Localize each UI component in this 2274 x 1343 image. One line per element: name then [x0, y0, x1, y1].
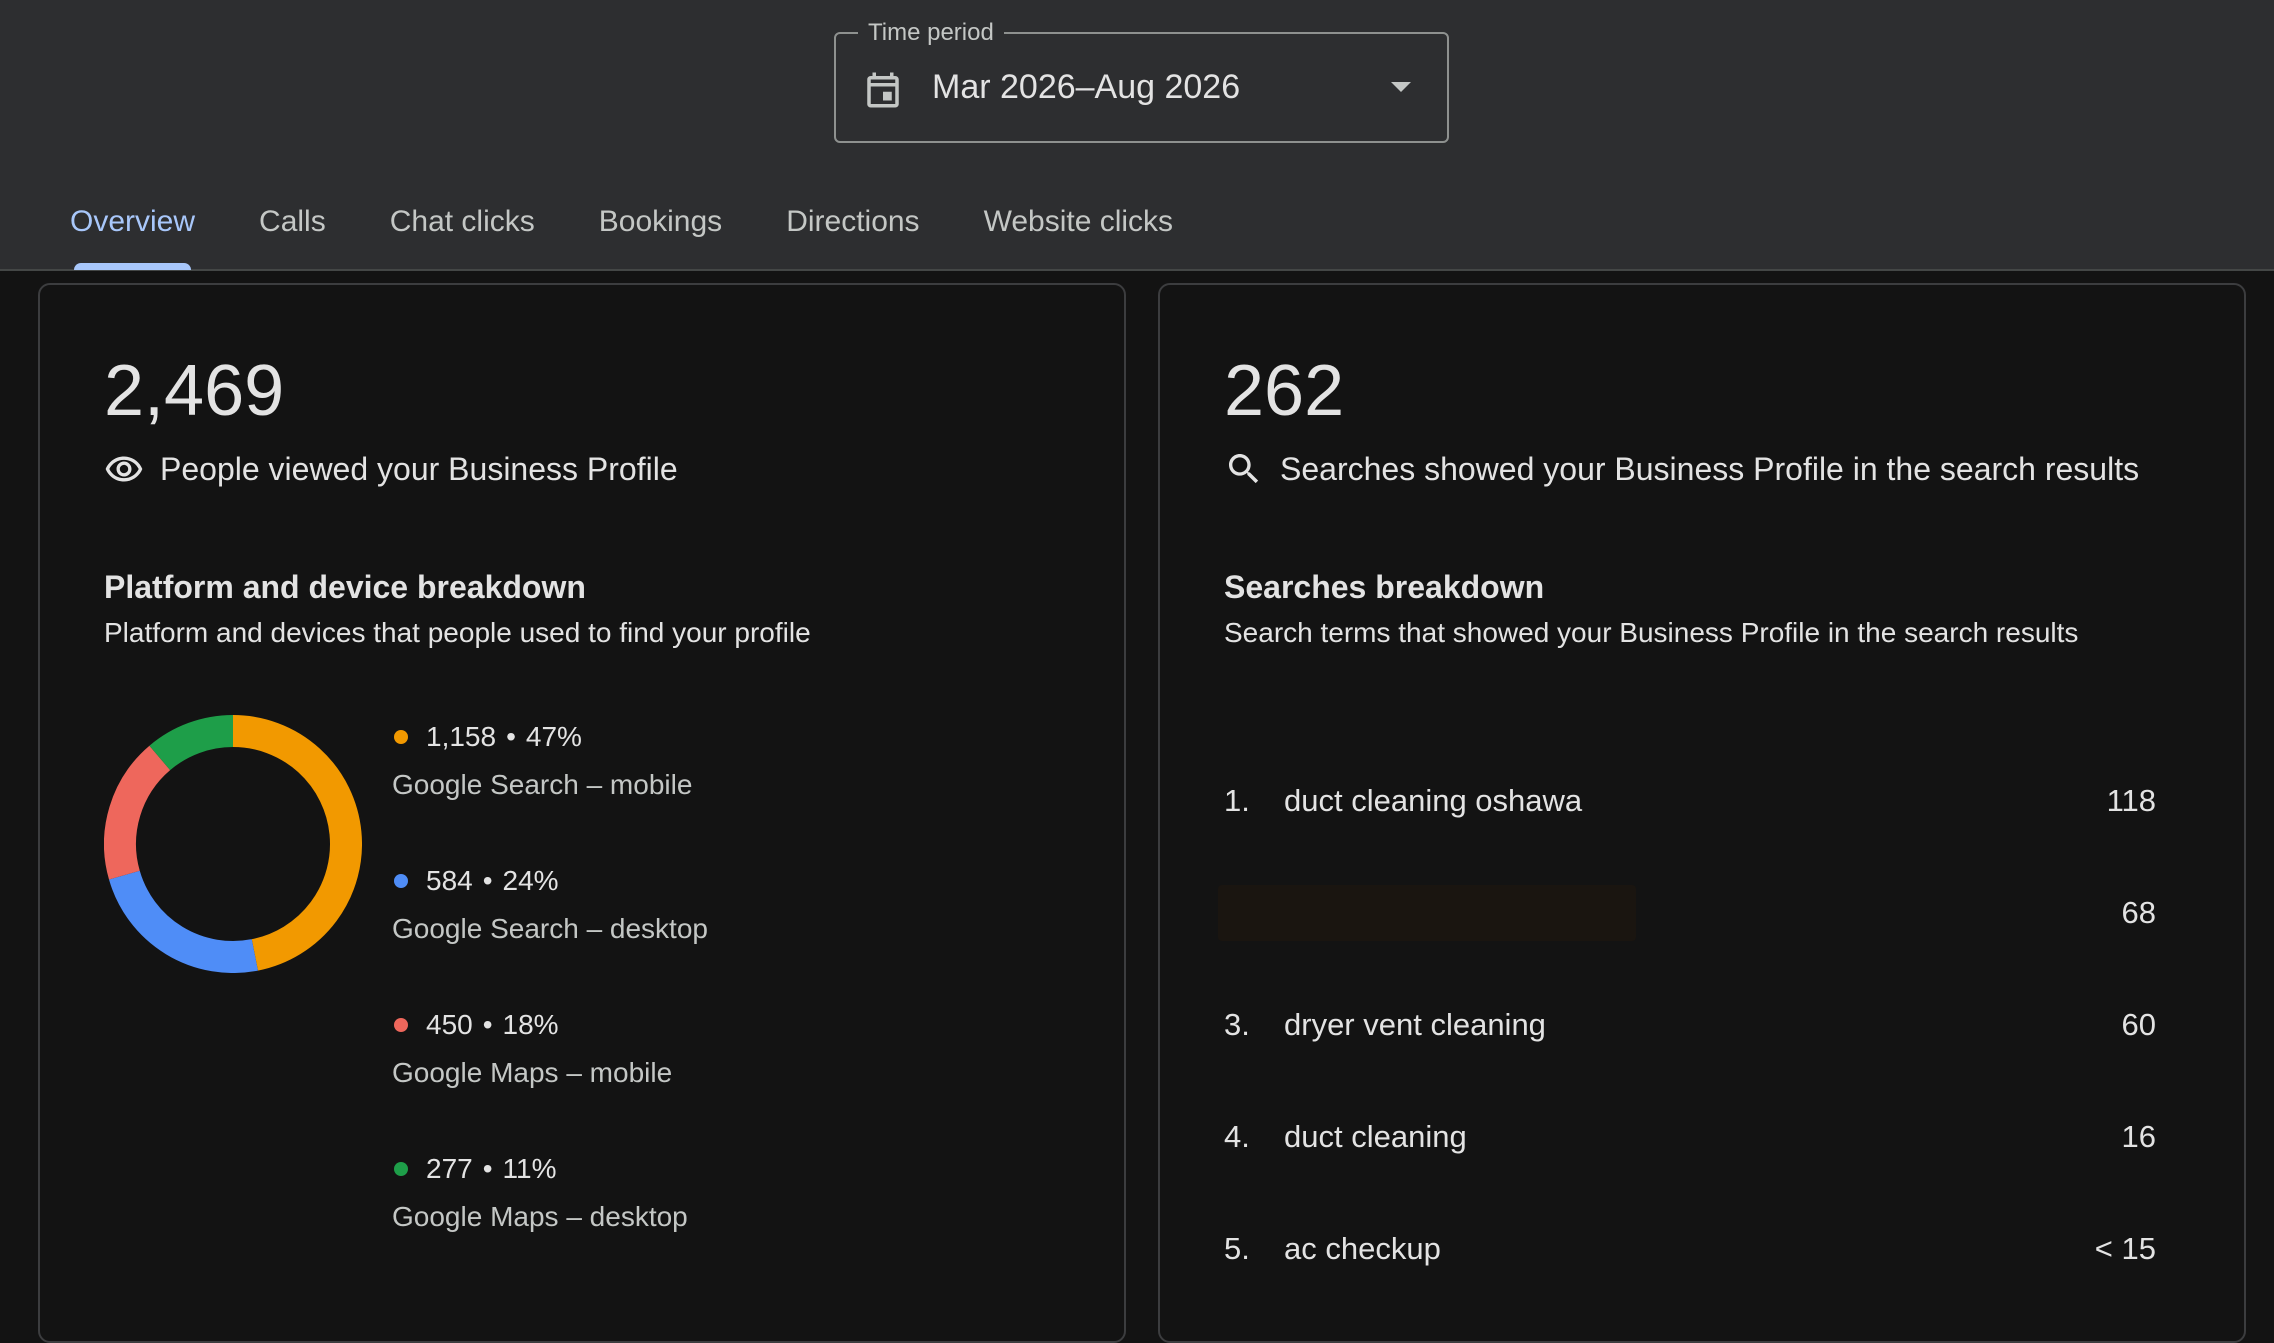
searches-breakdown-title: Searches breakdown: [1224, 569, 1545, 605]
searches-description: Searches showed your Business Profile in…: [1280, 450, 2140, 487]
legend-label: Google Maps – desktop: [392, 1201, 688, 1232]
top-bar: Time period Mar 2026–Aug 2026 Overview C…: [0, 0, 2274, 271]
tab-label: Directions: [786, 205, 920, 238]
tab-label: Website clicks: [983, 205, 1174, 238]
legend-count: 277: [426, 1153, 473, 1184]
legend-separator: •: [482, 1153, 493, 1184]
time-period-value: Mar 2026–Aug 2026: [932, 68, 1241, 106]
legend-percent: 11%: [502, 1153, 557, 1184]
profile-views-description-row: People viewed your Business Profile: [104, 447, 678, 491]
legend-dot: [394, 730, 408, 744]
search-rank: 1.: [1224, 783, 1250, 818]
search-term-row: 3. dryer vent cleaning 60: [1224, 969, 2184, 1081]
search-term: duct cleaning oshawa: [1284, 783, 1583, 818]
tab-label: Calls: [259, 205, 326, 238]
tab-chat-clicks[interactable]: Chat clicks: [390, 190, 535, 271]
eye-icon: [105, 456, 143, 482]
time-period-legend: Time period: [858, 16, 1004, 50]
legend-dot: [394, 1162, 408, 1176]
legend-separator: •: [482, 1009, 493, 1040]
searches-total: 262: [1224, 351, 1345, 431]
legend-count: 450: [426, 1009, 473, 1040]
tab-website-clicks[interactable]: Website clicks: [984, 190, 1174, 271]
search-term: duct cleaning: [1284, 1119, 1467, 1154]
legend-label: Google Maps – mobile: [392, 1057, 673, 1088]
profile-views-card: 2,469 People viewed your Business Profil…: [38, 283, 1126, 1343]
tab-directions[interactable]: Directions: [786, 190, 919, 271]
search-rank: 4.: [1224, 1119, 1250, 1154]
search-rank: 5.: [1224, 1231, 1250, 1266]
legend-item: 277 • 11% Google Maps – desktop: [392, 1147, 708, 1291]
legend-label: Google Search – mobile: [392, 769, 693, 800]
profile-views-description: People viewed your Business Profile: [160, 450, 678, 487]
calendar-icon: [867, 72, 899, 108]
tab-label: Bookings: [598, 205, 723, 238]
search-icon: [1229, 454, 1259, 484]
active-tab-indicator: [74, 263, 192, 270]
donut-slice: [104, 745, 171, 880]
legend-label: Google Search – desktop: [392, 913, 708, 944]
legend-separator: •: [482, 865, 493, 896]
legend-item: 1,158 • 47% Google Search – mobile: [392, 715, 708, 859]
legend-count: 584: [426, 865, 473, 896]
searches-description-row: Searches showed your Business Profile in…: [1224, 447, 2139, 491]
search-terms-list: 1. duct cleaning oshawa 118 68 3. dryer …: [1218, 745, 2184, 1305]
legend-percent: 24%: [502, 865, 559, 896]
donut-slice: [232, 715, 362, 971]
searches-breakdown-subtitle: Search terms that showed your Business P…: [1224, 617, 2079, 648]
legend-dot: [394, 874, 408, 888]
redacted-search-term: [1218, 885, 1636, 941]
search-count: 60: [2121, 1007, 2156, 1042]
tab-bookings[interactable]: Bookings: [599, 190, 722, 271]
search-term-row: 1. duct cleaning oshawa 118: [1224, 745, 2184, 857]
donut-slice: [109, 870, 258, 973]
donut-slice: [149, 715, 234, 771]
legend-item: 450 • 18% Google Maps – mobile: [392, 1003, 708, 1147]
search-rank: 3.: [1224, 1007, 1250, 1042]
search-count: 68: [2121, 895, 2156, 930]
legend-percent: 47%: [525, 721, 582, 752]
breakdown-subtitle: Platform and devices that people used to…: [104, 617, 811, 648]
chevron-down-icon: [1391, 82, 1411, 92]
legend-count: 1,158: [426, 721, 497, 752]
tab-label: Chat clicks: [389, 205, 535, 238]
tab-overview[interactable]: Overview: [70, 190, 195, 271]
profile-views-total: 2,469: [104, 351, 285, 431]
platform-donut-chart: [104, 715, 362, 973]
breakdown-title: Platform and device breakdown: [104, 569, 586, 605]
search-count: 16: [2121, 1119, 2156, 1154]
search-term: dryer vent cleaning: [1284, 1007, 1546, 1042]
search-term-row: 68: [1218, 857, 2184, 969]
search-count: 118: [2106, 783, 2156, 818]
search-term: ac checkup: [1284, 1231, 1441, 1266]
tab-calls[interactable]: Calls: [259, 190, 326, 271]
platform-legend: 1,158 • 47% Google Search – mobile 584 •…: [392, 715, 708, 1291]
search-term-row: 5. ac checkup < 15: [1224, 1193, 2184, 1305]
legend-dot: [394, 1018, 408, 1032]
legend-item: 584 • 24% Google Search – desktop: [392, 859, 708, 1003]
legend-separator: •: [506, 721, 516, 752]
time-period-select[interactable]: Time period Mar 2026–Aug 2026: [834, 16, 1449, 143]
tab-bar: Overview Calls Chat clicks Bookings Dire…: [70, 190, 1237, 271]
searches-card: 262 Searches showed your Business Profil…: [1158, 283, 2246, 1343]
tab-label: Overview: [70, 205, 196, 238]
search-term-row: 4. duct cleaning 16: [1224, 1081, 2184, 1193]
legend-percent: 18%: [502, 1009, 559, 1040]
search-count: < 15: [2094, 1231, 2156, 1266]
